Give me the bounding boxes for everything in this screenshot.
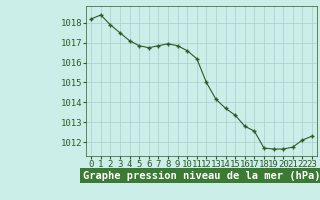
X-axis label: Graphe pression niveau de la mer (hPa): Graphe pression niveau de la mer (hPa) — [83, 171, 320, 181]
